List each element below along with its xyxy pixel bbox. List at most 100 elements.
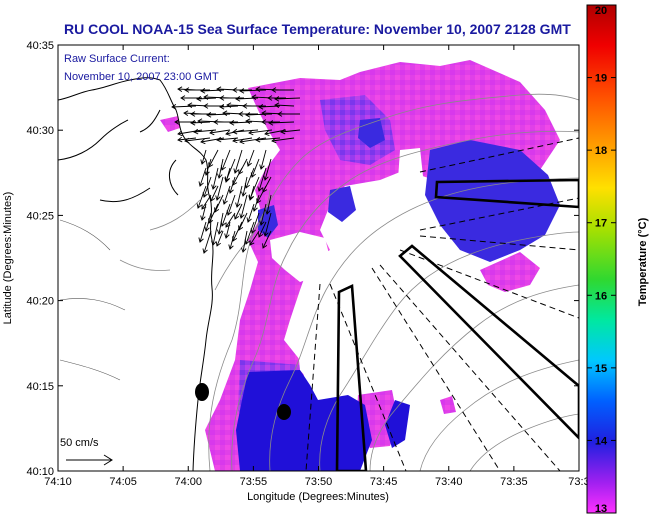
buoy-marker [277, 404, 291, 420]
y-tick-label: 40:25 [26, 210, 54, 222]
current-vector [177, 129, 203, 137]
radar-site-marker [195, 383, 209, 401]
current-vector [263, 158, 272, 181]
colorbar-ticks: 20 19 18 17 16 15 14 13 [587, 4, 616, 515]
x-tick-label: 74:00 [174, 476, 202, 488]
current-vector [277, 111, 300, 117]
y-tick-label: 40:30 [26, 125, 54, 137]
current-vector [265, 194, 272, 215]
current-vector [249, 230, 260, 246]
current-vector [200, 137, 225, 145]
colorbar-tick-label: 18 [595, 145, 607, 157]
current-vector [200, 88, 225, 94]
current-vector [206, 112, 231, 118]
coastline [58, 77, 214, 471]
x-tick-label: 73:40 [435, 476, 463, 488]
current-vector [202, 230, 212, 254]
current-vector [257, 167, 267, 192]
x-tick-label: 73:55 [240, 476, 268, 488]
colorbar-tick-label: 14 [595, 435, 608, 447]
colorbar-label: Temperature (°C) [637, 217, 649, 306]
current-vector [219, 95, 244, 101]
current-vector [239, 137, 267, 145]
current-vector [200, 149, 207, 165]
current-vector [204, 158, 212, 176]
current-vector [216, 136, 239, 143]
current-vector [248, 185, 255, 201]
colorbar-tick-label: 20 [595, 5, 607, 17]
current-vector [204, 212, 212, 232]
x-tick-label: 74:05 [109, 476, 137, 488]
y-axis-ticks: 40:35 40:30 40:25 40:20 40:15 40:10 [26, 40, 579, 478]
current-vector [190, 111, 216, 117]
scale-arrow [66, 454, 113, 466]
current-vector [262, 230, 272, 249]
current-vector [211, 167, 219, 190]
current-vector [268, 120, 295, 126]
current-vector [271, 137, 295, 144]
colorbar-tick-label: 13 [595, 503, 607, 515]
current-vector [217, 158, 224, 179]
scale-label: 50 cm/s [60, 437, 99, 449]
current-vector [232, 87, 252, 93]
current-vector [259, 149, 267, 170]
current-vector [258, 221, 267, 238]
x-axis-ticks: 74:10 74:05 74:00 73:55 73:50 73:45 73:40 73:35… [44, 45, 590, 488]
x-tick-label: 73:35 [500, 476, 528, 488]
y-axis-label: Latitude (Degrees:Minutes) [2, 192, 14, 325]
current-vector [210, 185, 219, 202]
y-tick-label: 40:35 [26, 40, 54, 52]
current-vector [256, 185, 267, 204]
current-vector [274, 96, 301, 102]
current-vector [246, 149, 255, 167]
current-vector [215, 230, 224, 247]
current-vector [255, 136, 281, 143]
current-vector [224, 167, 231, 183]
current-vector [203, 103, 224, 109]
current-vector [184, 87, 210, 93]
current-vector [232, 167, 243, 186]
y-tick-label: 40:15 [26, 381, 54, 393]
current-vector [280, 128, 301, 135]
current-vector [208, 149, 219, 168]
current-vector [246, 203, 255, 223]
x-tick-label: 73:45 [370, 476, 398, 488]
x-tick-label: 74:10 [44, 476, 72, 488]
colorbar-tick-label: 17 [595, 218, 607, 230]
current-vector [228, 176, 236, 194]
current-vector [252, 194, 260, 212]
current-vector [216, 212, 224, 235]
bathymetry-contours [119, 93, 579, 471]
current-vector [209, 129, 231, 136]
current-vector [215, 176, 224, 201]
y-tick-label: 40:10 [26, 466, 54, 478]
current-vector [239, 194, 248, 219]
current-vector [222, 185, 231, 205]
x-axis-label: Longitude (Degrees:Minutes) [247, 491, 389, 503]
current-vector [233, 149, 243, 174]
current-vector [241, 176, 248, 197]
current-vector [196, 185, 207, 209]
no-data-gaps [270, 148, 425, 392]
y-tick-label: 40:20 [26, 296, 54, 308]
current-vector [235, 185, 243, 208]
current-vector [232, 128, 259, 135]
current-vector [259, 203, 267, 226]
current-vector [234, 203, 243, 220]
annotation-line1: Raw Surface Current: [64, 53, 170, 65]
colorbar-tick-label: 16 [595, 290, 607, 302]
map-title: RU COOL NOAA-15 Sea Surface Temperature:… [64, 21, 571, 37]
x-tick-label: 73:50 [305, 476, 333, 488]
current-vector [245, 112, 273, 118]
surface-current-vectors [171, 86, 301, 254]
current-vector [184, 137, 211, 144]
current-vector [271, 87, 294, 93]
current-vector [238, 111, 258, 117]
current-vector [171, 104, 197, 110]
plot-area [58, 45, 579, 471]
current-vector [214, 194, 224, 213]
current-vector [211, 221, 219, 246]
current-vector [198, 167, 207, 187]
colorbar [586, 4, 617, 514]
